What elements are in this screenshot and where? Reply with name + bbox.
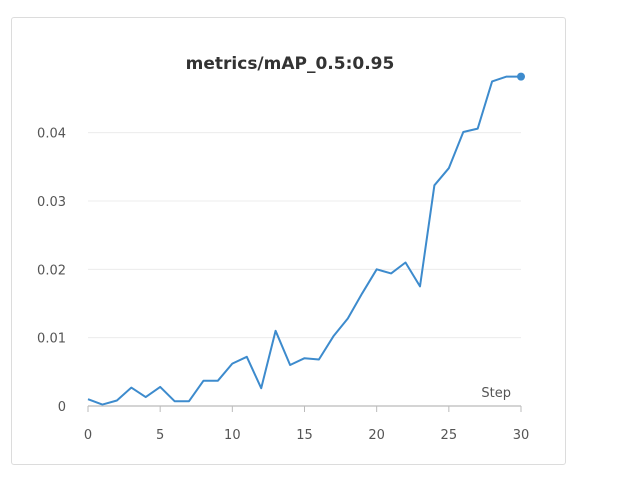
x-tick-label: 0 <box>84 428 92 443</box>
y-tick-label: 0 <box>58 400 66 415</box>
x-tick-label: 5 <box>156 428 164 443</box>
chart-panel <box>11 17 566 465</box>
tick-labels: 0 0.01 0.02 0.03 0.04 0 5 10 15 20 25 30 <box>37 127 529 443</box>
last-point-marker <box>517 72 525 81</box>
x-axis-title: Step <box>481 386 511 401</box>
y-tick-label: 0.02 <box>37 263 66 278</box>
y-tick-label: 0.01 <box>37 332 66 347</box>
y-tick-label: 0.03 <box>37 195 66 210</box>
x-tick-label: 10 <box>224 428 241 443</box>
x-tick-label: 25 <box>441 428 458 443</box>
x-axis <box>87 405 522 412</box>
x-tick-label: 30 <box>513 428 530 443</box>
chart-title: metrics/mAP_0.5:0.95 <box>185 54 395 74</box>
y-tick-label: 0.04 <box>37 127 66 142</box>
series-layer <box>87 72 525 406</box>
grid-lines <box>88 132 521 339</box>
x-tick-label: 20 <box>368 428 385 443</box>
x-tick-label: 15 <box>296 428 313 443</box>
series-line <box>87 75 521 406</box>
